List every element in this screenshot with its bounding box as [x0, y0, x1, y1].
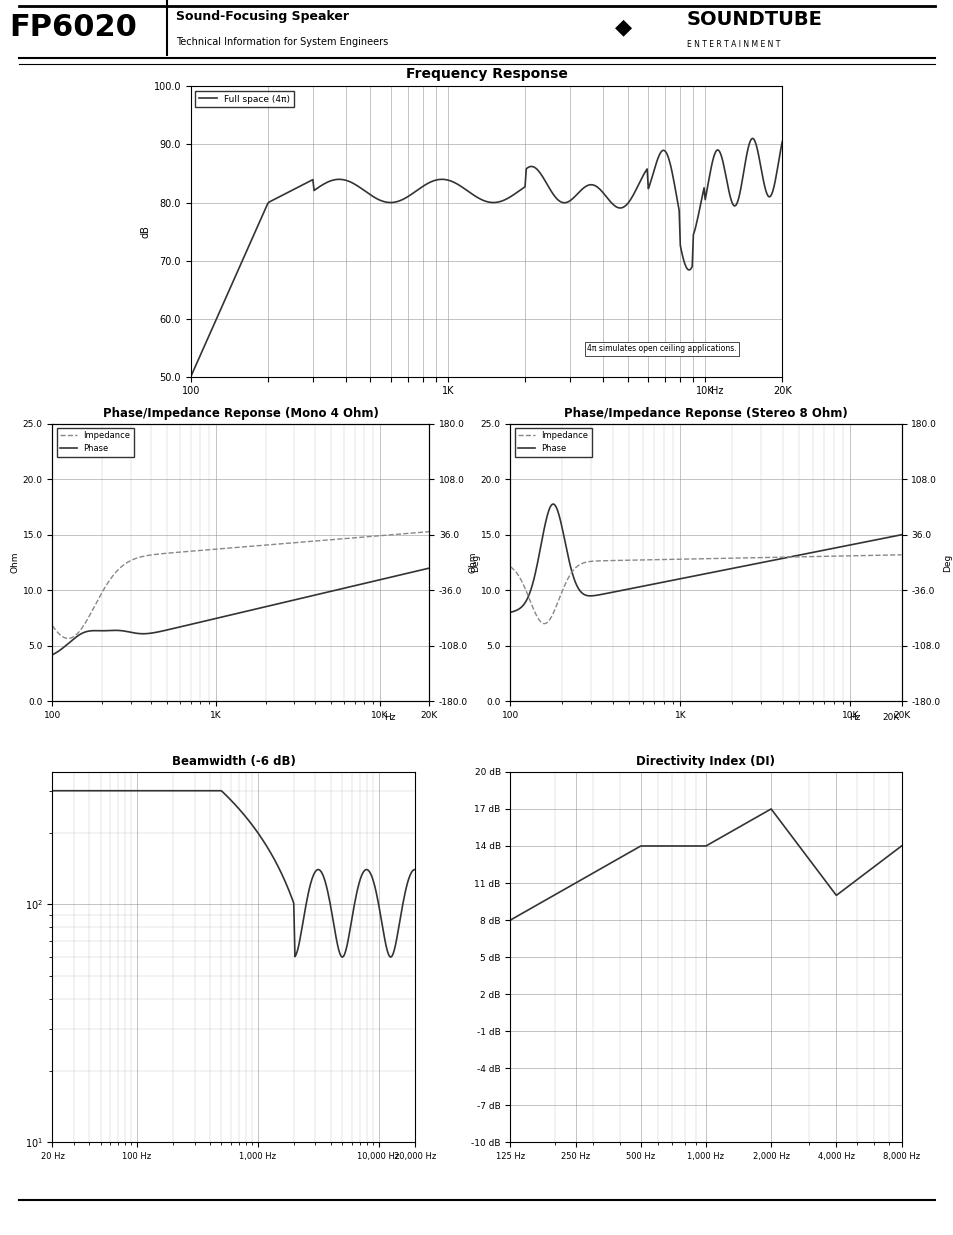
Text: Hz: Hz	[848, 713, 860, 721]
Phase	[415, 563, 426, 578]
Phase	[886, 529, 898, 543]
Impedance	[356, 530, 368, 545]
Line: Phase: Phase	[510, 504, 901, 613]
Phase	[691, 568, 702, 583]
Phase	[738, 558, 749, 573]
Text: E N T E R T A I N M E N T: E N T E R T A I N M E N T	[686, 40, 780, 49]
Impedance	[252, 538, 263, 553]
Phase	[47, 647, 58, 662]
Y-axis label: Ohm: Ohm	[468, 552, 477, 573]
Y-axis label: Deg: Deg	[943, 553, 951, 572]
Impedance	[886, 547, 898, 562]
Line: Impedance: Impedance	[510, 555, 901, 624]
Y-axis label: dB: dB	[141, 225, 151, 238]
Impedance	[272, 537, 283, 552]
Text: Sound-Focusing Speaker: Sound-Focusing Speaker	[176, 10, 349, 23]
Impedance	[229, 540, 240, 555]
Y-axis label: Ohm: Ohm	[10, 552, 20, 573]
Text: ◆: ◆	[615, 17, 632, 38]
Phase	[228, 606, 239, 621]
Text: Technical Information for System Engineers: Technical Information for System Enginee…	[176, 37, 388, 47]
Impedance	[537, 616, 549, 631]
Phase	[355, 577, 367, 592]
Y-axis label: Deg: Deg	[471, 553, 479, 572]
Phase	[423, 561, 435, 576]
Impedance	[504, 559, 516, 574]
Impedance	[693, 551, 704, 566]
Legend: Impedance, Phase: Impedance, Phase	[514, 427, 591, 457]
Phase	[693, 568, 704, 583]
Phase	[504, 605, 516, 620]
Title: Phase/Impedance Reponse (Stereo 8 Ohm): Phase/Impedance Reponse (Stereo 8 Ohm)	[563, 406, 847, 420]
Phase	[547, 496, 558, 511]
Line: Phase: Phase	[52, 568, 429, 655]
Title: Frequency Response: Frequency Response	[405, 67, 567, 82]
Title: Phase/Impedance Reponse (Mono 4 Ohm): Phase/Impedance Reponse (Mono 4 Ohm)	[103, 406, 378, 420]
Impedance	[415, 525, 426, 540]
Text: SOUNDTUBE: SOUNDTUBE	[686, 10, 821, 28]
Line: Impedance: Impedance	[52, 532, 429, 638]
Impedance	[47, 619, 58, 634]
Impedance	[895, 547, 906, 562]
Impedance	[738, 551, 749, 566]
Text: Hz: Hz	[711, 387, 723, 396]
Text: 4π simulates open ceiling applications.: 4π simulates open ceiling applications.	[586, 345, 736, 353]
Text: FP6020: FP6020	[10, 14, 137, 42]
Phase	[251, 601, 262, 616]
Phase	[825, 541, 837, 556]
Phase	[717, 563, 728, 578]
Phase	[895, 527, 906, 542]
Title: Directivity Index (DI): Directivity Index (DI)	[636, 755, 775, 768]
Impedance	[63, 631, 74, 646]
Impedance	[825, 548, 837, 563]
Phase	[271, 597, 282, 611]
Title: Beamwidth (-6 dB): Beamwidth (-6 dB)	[172, 755, 295, 768]
Impedance	[423, 525, 435, 540]
Impedance	[226, 541, 237, 556]
Legend: Full space (4π): Full space (4π)	[195, 91, 294, 107]
Phase	[226, 608, 237, 622]
Impedance	[717, 551, 728, 566]
Text: 20K: 20K	[881, 713, 899, 721]
Text: Hz: Hz	[384, 713, 395, 721]
Legend: Impedance, Phase: Impedance, Phase	[56, 427, 133, 457]
Impedance	[691, 552, 702, 567]
